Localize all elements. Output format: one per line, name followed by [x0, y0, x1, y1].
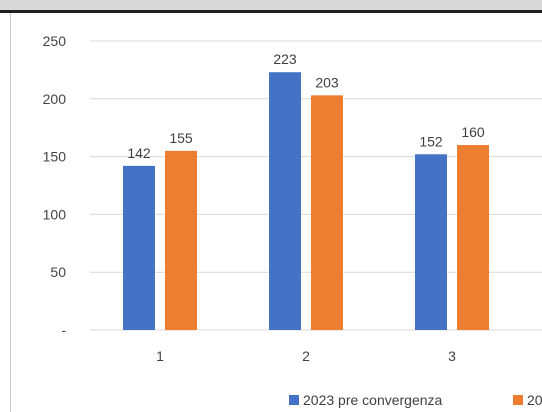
bar-series-1-cat-1 — [123, 165, 155, 330]
data-label: 152 — [419, 133, 443, 149]
y-axis-ticks: 250 200 150 100 50 - — [43, 33, 67, 338]
x-tick-label: 2 — [302, 348, 310, 364]
data-label: 142 — [127, 145, 151, 161]
top-rule-dark — [0, 10, 542, 13]
y-tick-label: 100 — [43, 206, 67, 222]
bar-series-2-cat-1 — [165, 150, 197, 330]
bar-series-2-cat-2 — [311, 95, 343, 330]
legend-swatch — [289, 395, 299, 405]
legend-label: 2023 pre convergenza — [303, 392, 443, 408]
top-rule — [0, 0, 542, 10]
y-tick-label: - — [61, 322, 66, 338]
x-tick-label: 3 — [448, 348, 456, 364]
x-tick-label: 1 — [156, 348, 164, 364]
legend-swatch — [513, 395, 523, 405]
data-label: 203 — [315, 74, 339, 90]
left-border — [10, 13, 11, 412]
bar-series-1-cat-3 — [415, 154, 447, 330]
bar-series-1-cat-2 — [269, 72, 301, 330]
data-label: 160 — [461, 124, 485, 140]
data-label: 223 — [273, 51, 297, 67]
bars — [123, 72, 489, 330]
legend-label: 20 — [527, 392, 542, 408]
y-tick-label: 250 — [43, 33, 67, 49]
x-axis-ticks: 1 2 3 — [156, 348, 456, 364]
y-tick-label: 50 — [50, 264, 66, 280]
bar-series-2-cat-3 — [457, 145, 489, 330]
data-labels: 142 155 223 203 152 160 — [127, 51, 485, 161]
legend: 2023 pre convergenza 20 — [289, 392, 542, 408]
y-tick-label: 150 — [43, 149, 67, 165]
data-label: 155 — [169, 130, 193, 146]
y-tick-label: 200 — [43, 91, 67, 107]
